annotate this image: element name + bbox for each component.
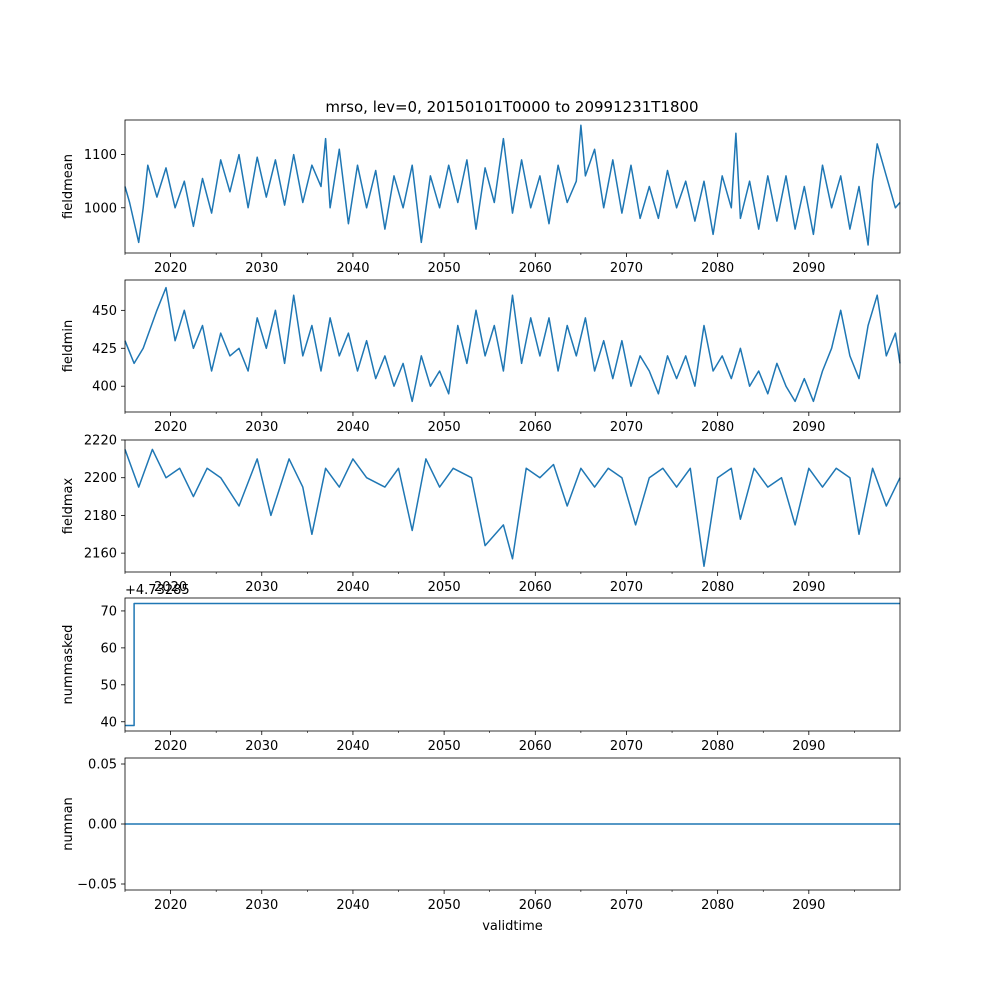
fieldmean-y-tick-label: 1100 [84, 148, 117, 163]
fieldmax-x-tick-label: 2050 [428, 580, 461, 595]
numnan-x-tick-label: 2060 [519, 898, 552, 913]
nummasked-x-tick-label: 2070 [610, 739, 643, 754]
fieldmean-y-axis-label: fieldmean [61, 154, 76, 219]
fieldmin-x-tick-label: 2070 [610, 420, 643, 435]
fieldmin-x-tick-label: 2080 [701, 420, 734, 435]
fieldmax-x-tick-label: 2030 [245, 580, 278, 595]
numnan-y-tick-label: −0.05 [77, 878, 117, 893]
fieldmin-x-tick-label: 2040 [336, 420, 369, 435]
numnan-x-tick-label: 2050 [428, 898, 461, 913]
numnan-y-axis-label: numnan [61, 797, 76, 851]
nummasked-x-tick-label: 2020 [154, 739, 187, 754]
fieldmean-x-tick-label: 2020 [154, 261, 187, 276]
fieldmax-y-tick-label: 2180 [84, 509, 117, 524]
fieldmin-x-tick-label: 2060 [519, 420, 552, 435]
fieldmax-y-tick-label: 2160 [84, 547, 117, 562]
numnan-x-tick-label: 2040 [336, 898, 369, 913]
nummasked-x-tick-label: 2090 [792, 739, 825, 754]
fieldmin-x-tick-label: 2090 [792, 420, 825, 435]
numnan-y-tick-label: 0.00 [88, 818, 117, 833]
fieldmax-x-tick-label: 2080 [701, 580, 734, 595]
subplot-nummasked: 2020 2030 2040 2050 2060 2070 2080 2090 40 50 60 70… [61, 583, 901, 754]
subplot-fieldmin: 2020 2030 2040 2050 2060 2070 2080 2090 400 425 45… [61, 279, 901, 435]
fieldmin-y-tick-label: 450 [92, 304, 117, 319]
numnan-y-tick-label: 0.05 [88, 758, 117, 773]
nummasked-offset-label: +4.73285 [125, 583, 190, 598]
fieldmin-y-tick-label: 425 [92, 342, 117, 357]
fieldmean-x-tick-label: 2090 [792, 261, 825, 276]
fieldmin-y-tick-label: 400 [92, 380, 117, 395]
fieldmean-x-tick-label: 2060 [519, 261, 552, 276]
fieldmax-x-tick-label: 2090 [792, 580, 825, 595]
fieldmax-x-tick-label: 2020 [154, 580, 187, 595]
fieldmax-series-line [124, 448, 901, 568]
fieldmax-y-tick-label: 2200 [84, 471, 117, 486]
fieldmin-y-axis-label: fieldmin [61, 320, 76, 373]
fieldmax-y-axis-label: fieldmax [61, 478, 76, 535]
nummasked-x-tick-label: 2060 [519, 739, 552, 754]
fieldmin-x-tick-label: 2020 [154, 420, 187, 435]
nummasked-x-tick-label: 2040 [336, 739, 369, 754]
fieldmean-x-tick-label: 2080 [701, 261, 734, 276]
fieldmean-x-tick-label: 2050 [428, 261, 461, 276]
fieldmax-y-tick-label: 2220 [84, 434, 117, 449]
fieldmin-x-tick-label: 2050 [428, 420, 461, 435]
nummasked-x-tick-label: 2030 [245, 739, 278, 754]
nummasked-series-line [125, 602, 900, 727]
nummasked-x-tick-label: 2050 [428, 739, 461, 754]
fieldmean-axes-frame [124, 119, 901, 254]
numnan-x-tick-label: 2090 [792, 898, 825, 913]
fieldmean-x-tick-label: 2040 [336, 261, 369, 276]
figure-title: mrso, lev=0, 20150101T0000 to 20991231T1… [325, 98, 698, 116]
subplot-fieldmax: 2020 2030 2040 2050 2060 2070 2080 2090 2160 2180… [61, 434, 901, 595]
subplot-numnan: 2020 2030 2040 2050 2060 2070 2080 2090 −0.05 0.0… [61, 758, 901, 934]
numnan-x-tick-label: 2030 [245, 898, 278, 913]
nummasked-y-tick-label: 70 [100, 604, 117, 619]
fieldmin-axes-frame [124, 279, 901, 413]
fieldmin-series-line [124, 286, 901, 403]
fieldmax-x-tick-label: 2070 [610, 580, 643, 595]
subplots: 2020 2030 2040 2050 2060 2070 2080 2090 1000 1100… [61, 119, 901, 934]
fieldmax-axes-frame [124, 439, 901, 573]
nummasked-axes-frame [124, 597, 901, 732]
nummasked-x-tick-label: 2080 [701, 739, 734, 754]
fieldmean-x-tick-label: 2030 [245, 261, 278, 276]
fieldmin-x-tick-label: 2030 [245, 420, 278, 435]
fieldmean-x-tick-label: 2070 [610, 261, 643, 276]
fieldmean-y-tick-label: 1000 [84, 201, 117, 216]
fieldmax-x-tick-label: 2040 [336, 580, 369, 595]
nummasked-y-tick-label: 50 [100, 678, 117, 693]
subplot-fieldmean: 2020 2030 2040 2050 2060 2070 2080 2090 1000 1100… [61, 119, 901, 276]
numnan-x-tick-label: 2070 [610, 898, 643, 913]
nummasked-y-tick-label: 60 [100, 641, 117, 656]
nummasked-y-axis-label: nummasked [61, 625, 76, 705]
numnan-x-tick-label: 2020 [154, 898, 187, 913]
numnan-x-axis-label: validtime [482, 919, 543, 934]
fieldmean-series-line [124, 124, 901, 246]
numnan-x-tick-label: 2080 [701, 898, 734, 913]
fieldmax-x-tick-label: 2060 [519, 580, 552, 595]
nummasked-y-tick-label: 40 [100, 715, 117, 730]
